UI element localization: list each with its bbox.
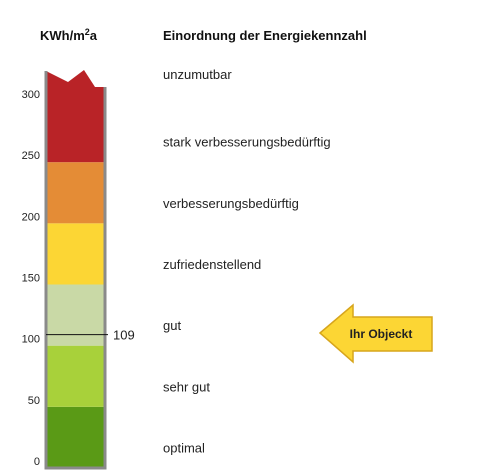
tick-label: 150 — [22, 273, 40, 285]
scale-frame — [44, 71, 107, 470]
band-label: stark verbesserungsbedürftig — [163, 135, 331, 150]
tick-label: 100 — [22, 334, 40, 346]
tick-label: 300 — [22, 89, 40, 101]
tick-label: 200 — [22, 211, 40, 223]
value-marker: 109 — [46, 328, 135, 343]
band-verbesserungsbedürftig — [46, 162, 105, 224]
band-label: zufriedenstellend — [163, 257, 261, 272]
band-label: sehr gut — [163, 379, 210, 394]
chart-title: Einordnung der Energiekennzahl — [163, 28, 367, 43]
band-label: optimal — [163, 440, 205, 455]
band-unzumutbar — [46, 70, 105, 101]
band-zufriedenstellend — [46, 223, 105, 285]
band-sehr-gut — [46, 345, 105, 407]
object-pointer: Ihr Objeckt — [318, 303, 433, 364]
tick-label: 0 — [34, 456, 40, 468]
band-label: gut — [163, 318, 181, 333]
band-gut — [46, 284, 105, 346]
tick-label: 250 — [22, 150, 40, 162]
tick-label: 50 — [28, 395, 40, 407]
band-label: unzumutbar — [163, 67, 232, 82]
energy-scale-bar — [44, 70, 107, 470]
y-axis-ticks: 0 50 100 150 200 250 300 — [22, 89, 40, 468]
marker-value: 109 — [113, 328, 135, 343]
unit-label: KWh/m2a — [40, 27, 98, 43]
pointer-label: Ihr Objeckt — [350, 327, 413, 341]
band-optimal — [46, 406, 105, 468]
band-labels: optimal sehr gut gut zufriedenstellend verbe… — [163, 67, 331, 455]
pointer-arrow — [318, 303, 433, 364]
chart-header: KWh/m2a Einordnung der Energiekennzahl — [40, 27, 367, 43]
band-label: verbesserungsbedürftig — [163, 196, 299, 211]
band-stark-verbesserungsbedürftig — [46, 101, 105, 163]
